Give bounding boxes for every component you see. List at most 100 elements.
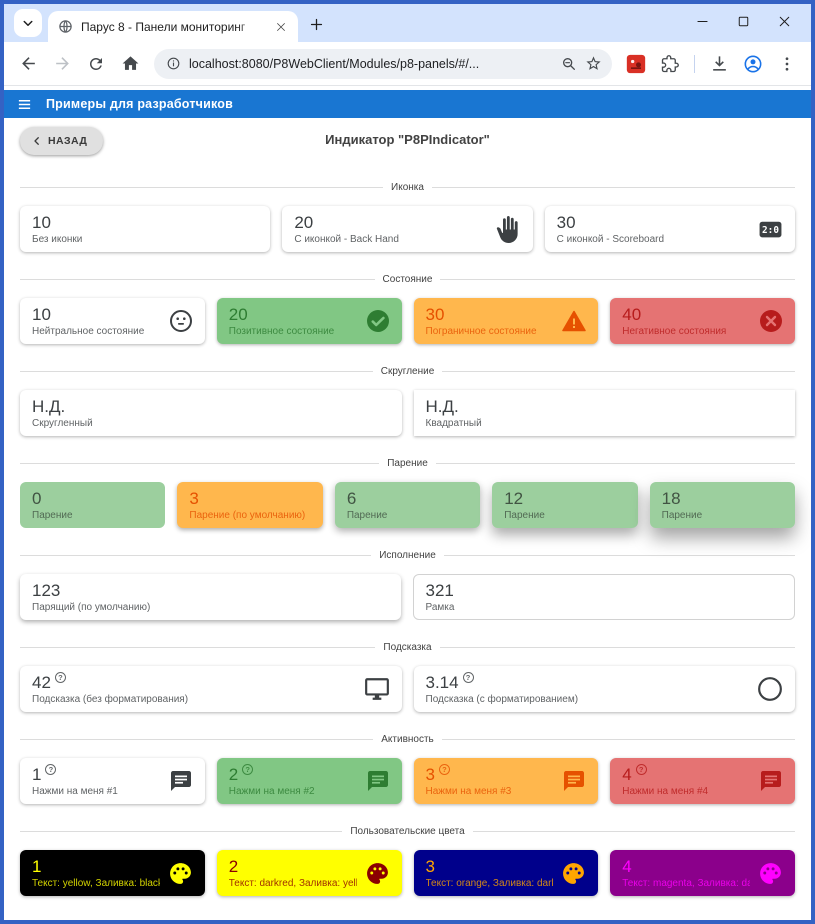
forward-arrow-icon bbox=[53, 54, 72, 73]
indicator-label: Парение bbox=[32, 509, 73, 521]
close-button[interactable] bbox=[776, 13, 793, 30]
indicator-card-clickable[interactable]: 3? Нажми на меня #3 bbox=[413, 758, 599, 804]
indicator-card: 10 Без иконки bbox=[20, 206, 271, 252]
indicator-label: Нажми на меня #2 bbox=[228, 785, 315, 797]
zoom-out-icon[interactable] bbox=[561, 56, 577, 72]
comment-icon bbox=[759, 769, 783, 793]
section-label: Исполнение bbox=[379, 550, 436, 561]
indicator-value: 3 bbox=[189, 488, 199, 508]
indicator-label: С иконкой - Scoreboard bbox=[556, 233, 665, 245]
indicator-card-clickable[interactable]: 2? Нажми на меня #2 bbox=[216, 758, 402, 804]
profile-icon bbox=[743, 54, 763, 74]
bookmark-star-icon[interactable] bbox=[585, 55, 602, 72]
indicator-label: Парение bbox=[661, 509, 703, 521]
indicator-card: 3 Текст: orange, Заливка: darkblue bbox=[413, 850, 599, 896]
window-controls bbox=[694, 13, 805, 42]
indicator-card: 3 Парение (по умолчанию) bbox=[177, 482, 323, 528]
home-button[interactable] bbox=[114, 48, 146, 80]
palette-icon bbox=[168, 861, 193, 886]
indicator-value: 12 bbox=[504, 488, 524, 508]
indicator-label: Текст: yellow, Заливка: black bbox=[32, 877, 160, 889]
browser-toolbar: localhost:8080/P8WebClient/Modules/p8-pa… bbox=[4, 42, 811, 86]
card-row: 123 Парящий (по умолчанию) 321 Рамка bbox=[20, 574, 795, 620]
section-label: Активность bbox=[381, 734, 434, 745]
extension-badge-icon[interactable] bbox=[626, 54, 646, 74]
indicator-card: 40 Негативное состояния bbox=[610, 298, 795, 344]
home-icon bbox=[121, 54, 140, 73]
help-icon: ? bbox=[242, 763, 254, 775]
cancel-icon bbox=[759, 309, 783, 333]
browser-menu-button[interactable] bbox=[771, 48, 803, 80]
comment-icon bbox=[169, 769, 193, 793]
sentiment-neutral-icon bbox=[169, 309, 193, 333]
indicator-card-clickable[interactable]: 4? Нажми на меня #4 bbox=[610, 758, 795, 804]
card-row: 0 Парение 3 Парение (по умолчанию) 6 Пар… bbox=[20, 482, 796, 528]
section-label: Парение bbox=[387, 458, 428, 469]
back-button[interactable]: НАЗАД bbox=[20, 127, 104, 155]
indicator-card-clickable[interactable]: 1? Нажми на меня #1 bbox=[20, 758, 205, 804]
browser-tab[interactable]: Парус 8 - Панели мониторинг bbox=[48, 11, 298, 42]
tab-title: Парус 8 - Панели мониторинг bbox=[81, 19, 246, 34]
site-info-icon[interactable] bbox=[166, 56, 181, 71]
indicator-label: Нейтральное состояние bbox=[32, 325, 145, 337]
tab-close-icon[interactable] bbox=[272, 18, 290, 36]
url-text[interactable]: localhost:8080/P8WebClient/Modules/p8-pa… bbox=[189, 56, 480, 71]
indicator-label: Нажми на меня #4 bbox=[622, 785, 709, 797]
back-nav-button[interactable] bbox=[12, 48, 44, 80]
card-row: 10 Нейтральное состояние 20 Позитивное с… bbox=[20, 298, 795, 344]
scoreboard-icon bbox=[758, 217, 783, 242]
indicator-value: 1 bbox=[32, 856, 42, 876]
new-tab-button[interactable] bbox=[308, 16, 325, 33]
indicator-value: 30 bbox=[425, 304, 445, 324]
tab-search-button[interactable] bbox=[14, 9, 42, 37]
section-tooltip: Подсказка 42? Подсказка (без форматирова… bbox=[20, 642, 795, 712]
indicator-label: Нажми на меня #3 bbox=[425, 785, 512, 797]
chrome-gap bbox=[4, 86, 811, 90]
indicator-value: 1 bbox=[32, 764, 42, 784]
section-rounding: Скругление Н.Д. Скругленный Н.Д. Квадрат… bbox=[20, 366, 795, 436]
section-activity: Активность 1? Нажми на меня #1 2? Нажми … bbox=[20, 734, 795, 804]
app-header: Примеры для разработчиков bbox=[4, 90, 811, 118]
hamburger-menu-icon[interactable] bbox=[17, 97, 32, 112]
profile-button[interactable] bbox=[737, 48, 769, 80]
kebab-menu-icon bbox=[778, 55, 796, 73]
page-content: НАЗАД Индикатор "P8PIndicator" Иконка 10… bbox=[4, 118, 811, 920]
indicator-card: 30 С иконкой - Scoreboard bbox=[544, 206, 795, 252]
indicator-value: 4 bbox=[622, 856, 632, 876]
minimize-button[interactable] bbox=[694, 13, 711, 30]
section-elevation: Парение 0 Парение 3 Парение (по умолчани… bbox=[20, 458, 796, 528]
section-divider: Иконка bbox=[20, 182, 795, 193]
address-bar[interactable]: localhost:8080/P8WebClient/Modules/p8-pa… bbox=[154, 48, 612, 79]
indicator-card: 4 Текст: magenta, Заливка: darkmage... bbox=[610, 850, 795, 896]
reload-button[interactable] bbox=[80, 48, 112, 80]
monitor-icon bbox=[364, 676, 390, 702]
downloads-button[interactable] bbox=[703, 48, 735, 80]
indicator-value: 123 bbox=[32, 580, 61, 600]
indicator-value: 6 bbox=[346, 488, 357, 508]
section-label: Иконка bbox=[391, 182, 424, 193]
indicator-value: 4 bbox=[622, 764, 632, 784]
indicator-label: Позитивное состояние bbox=[228, 325, 335, 337]
section-divider: Скругление bbox=[20, 366, 795, 377]
back-button-label: НАЗАД bbox=[48, 135, 88, 147]
card-row: 1 Текст: yellow, Заливка: black 2 Текст:… bbox=[20, 850, 795, 896]
section-divider: Пользовательские цвета bbox=[20, 826, 795, 837]
maximize-button[interactable] bbox=[735, 13, 752, 30]
indicator-value: 3.14 bbox=[425, 672, 459, 692]
palette-icon bbox=[758, 861, 783, 886]
card-row: Н.Д. Скругленный Н.Д. Квадратный bbox=[20, 390, 795, 436]
comment-icon bbox=[366, 769, 390, 793]
back-hand-icon bbox=[494, 216, 521, 243]
indicator-value: 321 bbox=[425, 580, 454, 600]
section-divider: Исполнение bbox=[20, 550, 795, 561]
app-title: Примеры для разработчиков bbox=[46, 97, 233, 111]
section-custom-colors: Пользовательские цвета 1 Текст: yellow, … bbox=[20, 826, 795, 896]
extensions-button[interactable] bbox=[654, 48, 686, 80]
comment-icon bbox=[562, 769, 586, 793]
indicator-card: 6 Парение bbox=[334, 482, 481, 528]
indicator-card: 123 Парящий (по умолчанию) bbox=[20, 574, 401, 620]
section-state: Состояние 10 Нейтральное состояние 20 По… bbox=[20, 274, 795, 344]
indicator-card: 1 Текст: yellow, Заливка: black bbox=[20, 850, 205, 896]
indicator-card: 10 Нейтральное состояние bbox=[20, 298, 205, 344]
indicator-value: 3 bbox=[425, 764, 435, 784]
